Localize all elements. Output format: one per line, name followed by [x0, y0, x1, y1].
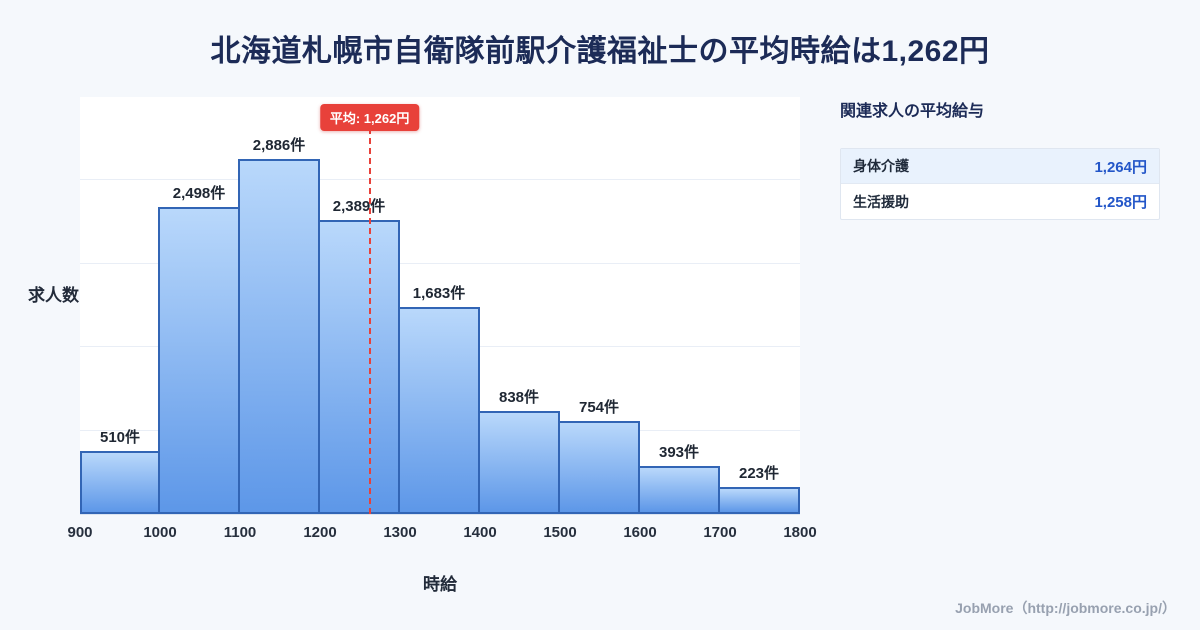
row-label: 生活援助: [853, 193, 909, 210]
related-salary-table: 身体介護 1,264円 生活援助 1,258円: [840, 148, 1160, 220]
histogram-bar: 223件: [718, 465, 800, 514]
average-line: [368, 128, 371, 514]
histogram-bar: 393件: [638, 444, 720, 514]
page-title: 北海道札幌市自衛隊前駅介護福祉士の平均時給は1,262円: [210, 35, 990, 68]
histogram-bar: 1,683件: [398, 285, 480, 514]
row-value: 1,258円: [1094, 194, 1147, 211]
bar-value-label: 223件: [738, 465, 780, 482]
bar-value-label: 2,389件: [332, 198, 386, 215]
bar-value-label: 510件: [99, 429, 141, 446]
bar-value-label: 754件: [578, 399, 620, 416]
gridline: [80, 179, 800, 181]
x-tick-label: 1400: [463, 524, 497, 541]
average-badge: 平均: 1,262円: [319, 104, 420, 131]
x-tick-label: 1200: [303, 524, 337, 541]
x-axis-label: 時給: [423, 575, 457, 594]
table-row: 身体介護 1,264円: [841, 149, 1159, 184]
gridline: [80, 262, 800, 264]
histogram-bar: 754件: [558, 399, 640, 514]
x-tick-label: 1500: [543, 524, 577, 541]
histogram-bar: 510件: [80, 429, 160, 514]
x-axis-ticks: 900 1000 1100 1200 1300 1400 1500 1600 1700 1800: [67, 524, 816, 544]
row-label: 身体介護: [853, 158, 909, 174]
footer-credit: JobMore（http://jobmore.co.jp/）: [955, 600, 1176, 616]
x-tick-label: 1800: [783, 524, 817, 541]
table-row: 生活援助 1,258円: [841, 184, 1159, 219]
bar-value-label: 393件: [658, 444, 700, 461]
x-tick-label: 1100: [223, 524, 257, 541]
histogram-bar: 2,886件: [238, 137, 320, 514]
x-tick-label: 1700: [703, 524, 737, 541]
histogram-bar: 838件: [478, 389, 560, 514]
y-axis-label: 求人数: [28, 286, 79, 305]
histogram-bar: 2,498件: [158, 185, 240, 514]
x-tick-label: 900: [67, 524, 93, 541]
bar-value-label: 2,498件: [172, 185, 226, 202]
related-salary-heading: 関連求人の平均給与: [840, 103, 985, 120]
bar-value-label: 838件: [498, 389, 540, 406]
row-value: 1,264円: [1094, 158, 1147, 176]
bar-value-label: 2,886件: [252, 137, 306, 154]
x-tick-label: 1000: [143, 524, 177, 541]
x-tick-label: 1300: [383, 524, 417, 541]
bar-value-label: 1,683件: [412, 285, 466, 302]
x-tick-label: 1600: [623, 524, 657, 541]
histogram-bar: 2,389件: [318, 198, 400, 514]
plot-area: 510件 2,498件 2,886件 2,389件 1,683件 838件 754件 393件…: [80, 97, 800, 515]
